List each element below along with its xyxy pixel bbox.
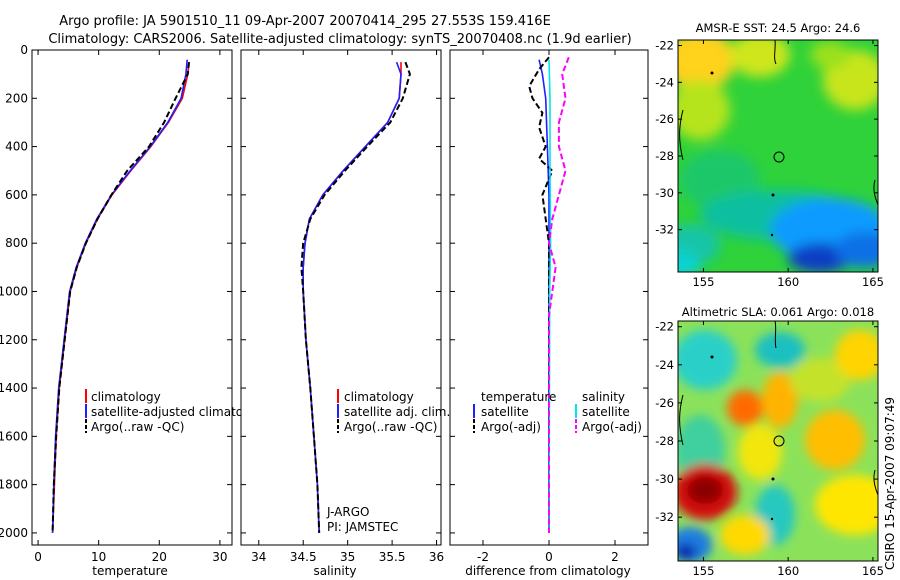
temperature-plot bbox=[51, 59, 190, 533]
legend-sal-satellite-diff: satellite bbox=[582, 405, 630, 419]
salinity-legend: climatology satellite adj. clim. Argo(..… bbox=[337, 389, 450, 434]
legend-temp-argo: Argo(-adj) bbox=[481, 420, 541, 434]
temperature-legend: climatology satellite-adjusted climatolo… bbox=[85, 389, 269, 434]
y-tick-label: 200 bbox=[5, 91, 28, 105]
difference-panel: -2 0 2 difference from climatology tempera… bbox=[449, 49, 649, 578]
x-tick-label: 0 bbox=[545, 550, 553, 564]
institution-label: J-ARGO bbox=[326, 505, 369, 519]
x-tick-label: 35.5 bbox=[379, 550, 406, 564]
sla-map-axes: 155 160 165 -22 -24 -26 -28 -30 -32 bbox=[655, 320, 884, 578]
sst-map-title: AMSR-E SST: 24.5 Argo: 24.6 bbox=[696, 21, 861, 35]
sla-map-title: Altimetric SLA: 0.061 Argo: 0.018 bbox=[682, 305, 874, 319]
map-x-tick-label: 155 bbox=[692, 275, 714, 289]
series-line-salinity-argo-adj- bbox=[547, 56, 570, 533]
y-tick-label: 1000 bbox=[0, 284, 28, 298]
y-tick-label: 1800 bbox=[0, 478, 28, 492]
salinity-xlabel: salinity bbox=[313, 564, 356, 578]
series-line-argo-raw-qc- bbox=[51, 62, 190, 533]
map-x-tick-label: 160 bbox=[777, 275, 799, 289]
y-tick-label: 600 bbox=[5, 188, 28, 202]
salinity-panel: 34 34.5 35 35.5 36 salinity climatology sate… bbox=[240, 49, 450, 578]
y-tick-label: 1400 bbox=[0, 381, 28, 395]
legend-temperature-title: temperature bbox=[481, 390, 556, 404]
sst-map: AMSR-E SST: 24.5 Argo: 24.6 bbox=[655, 21, 884, 289]
y-tick-label: 800 bbox=[5, 236, 28, 250]
sla-profile-marker bbox=[773, 435, 785, 447]
temperature-panel: 0 200 400 600 800 1000 1200 1400 1600 1800 2000 0 1… bbox=[0, 43, 269, 578]
sla-map: Altimetric SLA: 0.061 Argo: 0.018 bbox=[655, 305, 884, 578]
map-y-tick-label: -30 bbox=[655, 472, 674, 486]
x-tick-label: 36 bbox=[429, 550, 444, 564]
x-tick-label: 34.5 bbox=[290, 550, 317, 564]
map-x-tick-label: 165 bbox=[862, 275, 884, 289]
map-y-tick-label: -22 bbox=[655, 320, 674, 334]
salinity-x-axis: 34 34.5 35 35.5 36 bbox=[241, 49, 444, 564]
map-x-tick-label: 155 bbox=[692, 564, 714, 578]
x-tick-label: 20 bbox=[152, 550, 167, 564]
legend-argo: Argo(..raw -QC) bbox=[91, 420, 184, 434]
salinity-plot bbox=[300, 61, 411, 533]
map-x-tick-label: 160 bbox=[777, 564, 799, 578]
pi-label: PI: JAMSTEC bbox=[327, 520, 398, 534]
series-line-argo-raw-qc- bbox=[300, 61, 411, 533]
difference-x-axis: -2 0 2 bbox=[450, 49, 648, 564]
difference-plot bbox=[528, 56, 570, 533]
y-tick-label: 400 bbox=[5, 140, 28, 154]
figure-title-line1: Argo profile: JA 5901510_11 09-Apr-2007 … bbox=[59, 14, 551, 29]
sst-profile-marker bbox=[773, 151, 785, 163]
map-y-tick-label: -32 bbox=[655, 223, 674, 237]
x-tick-label: 35 bbox=[340, 550, 355, 564]
legend-salinity-title: salinity bbox=[582, 390, 625, 404]
x-tick-label: 34 bbox=[251, 550, 266, 564]
legend-sal-argo-diff: Argo(-adj) bbox=[582, 420, 642, 434]
x-tick-label: 10 bbox=[91, 550, 106, 564]
legend-satellite-adjusted: satellite-adjusted climatology bbox=[91, 405, 269, 419]
x-tick-label: 2 bbox=[611, 550, 619, 564]
legend-temp-satellite: satellite bbox=[481, 405, 529, 419]
map-y-tick-label: -24 bbox=[655, 358, 674, 372]
x-tick-label: 30 bbox=[212, 550, 227, 564]
figure-title-line2: Climatology: CARS2006. Satellite-adjuste… bbox=[48, 32, 631, 47]
map-y-tick-label: -32 bbox=[655, 510, 674, 524]
map-x-tick-label: 165 bbox=[862, 564, 884, 578]
difference-xlabel: difference from climatology bbox=[465, 564, 631, 578]
depth-axis: 0 200 400 600 800 1000 1200 1400 1600 1800 2000 bbox=[0, 43, 28, 540]
map-y-tick-label: -28 bbox=[655, 434, 674, 448]
legend-sal-argo: Argo(..raw -QC) bbox=[344, 420, 437, 434]
sst-map-axes: 155 160 165 -22 -24 -26 -28 -30 -32 bbox=[655, 39, 884, 289]
legend-sal-satellite: satellite adj. clim. bbox=[344, 405, 450, 419]
map-y-tick-label: -22 bbox=[655, 39, 674, 53]
map-y-tick-label: -26 bbox=[655, 112, 674, 126]
x-tick-label: 0 bbox=[34, 550, 42, 564]
y-tick-label: 1200 bbox=[0, 333, 28, 347]
map-y-tick-label: -28 bbox=[655, 149, 674, 163]
legend-sal-climatology: climatology bbox=[344, 390, 414, 404]
sst-field bbox=[678, 40, 878, 272]
series-line-temperature-argo-adj- bbox=[528, 56, 554, 533]
temperature-xlabel: temperature bbox=[92, 564, 167, 578]
y-tick-label: 2000 bbox=[0, 526, 28, 540]
y-tick-label: 0 bbox=[20, 43, 28, 57]
x-tick-label: -2 bbox=[477, 550, 489, 564]
legend-climatology: climatology bbox=[91, 390, 161, 404]
difference-legend: temperature satellite Argo(-adj) salinit… bbox=[473, 390, 642, 434]
credit-timestamp: CSIRO 15-Apr-2007 09:07:49 bbox=[883, 397, 897, 570]
y-tick-label: 1600 bbox=[0, 429, 28, 443]
sla-field bbox=[678, 321, 878, 561]
map-y-tick-label: -24 bbox=[655, 75, 674, 89]
map-y-tick-label: -26 bbox=[655, 396, 674, 410]
temperature-x-axis: 0 10 20 30 bbox=[32, 49, 232, 564]
map-y-tick-label: -30 bbox=[655, 186, 674, 200]
